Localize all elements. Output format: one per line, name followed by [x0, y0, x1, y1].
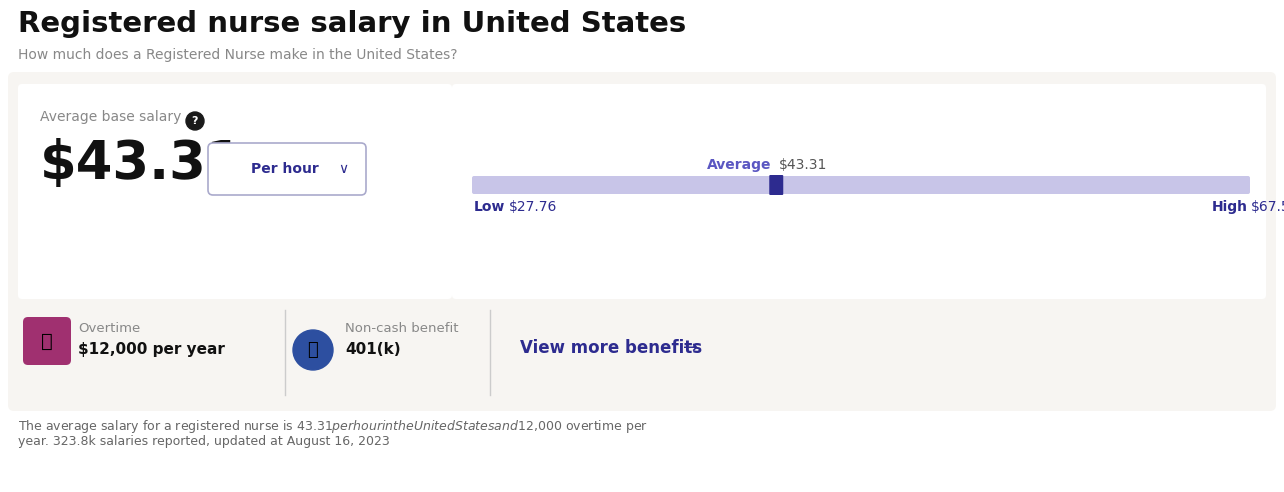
Text: 401(k): 401(k) [345, 342, 401, 357]
FancyBboxPatch shape [473, 176, 1251, 194]
Text: $12,000 per year: $12,000 per year [78, 342, 225, 357]
Text: The average salary for a registered nurse is $43.31 per hour in the United State: The average salary for a registered nurs… [18, 418, 648, 435]
Text: year. 323.8k salaries reported, updated at August 16, 2023: year. 323.8k salaries reported, updated … [18, 435, 390, 448]
Circle shape [293, 330, 333, 370]
Text: Average: Average [706, 158, 772, 172]
Text: ∨: ∨ [338, 162, 348, 176]
Text: View more benefits: View more benefits [520, 339, 702, 357]
FancyBboxPatch shape [452, 84, 1266, 299]
Text: $43.31: $43.31 [40, 138, 244, 190]
Text: Overtime: Overtime [78, 322, 140, 335]
Text: Registered nurse salary in United States: Registered nurse salary in United States [18, 10, 686, 38]
Text: Average base salary: Average base salary [40, 110, 181, 124]
Circle shape [186, 112, 204, 130]
Text: High: High [1212, 200, 1248, 214]
FancyBboxPatch shape [18, 84, 452, 299]
Text: Low: Low [474, 200, 506, 214]
FancyBboxPatch shape [8, 72, 1276, 411]
FancyBboxPatch shape [769, 175, 783, 195]
Text: $27.76: $27.76 [508, 200, 557, 214]
Text: $43.31: $43.31 [779, 158, 828, 172]
Text: 📷: 📷 [41, 332, 53, 350]
Text: Non-cash benefit: Non-cash benefit [345, 322, 458, 335]
FancyBboxPatch shape [23, 317, 71, 365]
Text: Per hour: Per hour [250, 162, 318, 176]
Text: How much does a Registered Nurse make in the United States?: How much does a Registered Nurse make in… [18, 48, 457, 62]
Text: ?: ? [191, 116, 198, 126]
Text: 🎁: 🎁 [308, 341, 318, 359]
FancyBboxPatch shape [208, 143, 366, 195]
Text: $67.58: $67.58 [1251, 200, 1284, 214]
Text: →: → [683, 339, 698, 357]
